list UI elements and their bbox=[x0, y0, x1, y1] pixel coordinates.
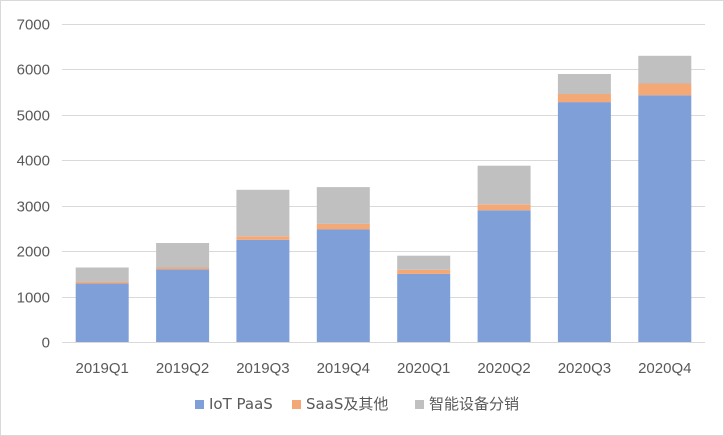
x-tick-label: 2020Q4 bbox=[638, 360, 691, 377]
bar-segment-2019Q3-series-3 bbox=[236, 189, 290, 237]
bar-segment-2020Q3-series-2 bbox=[557, 94, 611, 103]
y-tick-label: 1000 bbox=[17, 290, 50, 307]
y-tick-label: 7000 bbox=[17, 17, 50, 34]
bar-segment-2020Q2-series-2 bbox=[477, 204, 531, 211]
bar-segment-2020Q2-series-1 bbox=[477, 210, 531, 342]
x-tick-label: 2019Q1 bbox=[76, 360, 129, 377]
legend-swatch bbox=[292, 400, 301, 409]
x-tick-label: 2019Q4 bbox=[317, 360, 370, 377]
bar-segment-2019Q4-series-1 bbox=[316, 229, 370, 342]
bar-segment-2019Q1-series-1 bbox=[75, 283, 129, 342]
x-tick-label: 2019Q2 bbox=[156, 360, 209, 377]
legend-label: SaaS及其他 bbox=[306, 395, 388, 413]
bars bbox=[75, 55, 692, 342]
bar-segment-2020Q4-series-3 bbox=[638, 55, 692, 84]
y-tick-label: 4000 bbox=[17, 153, 50, 170]
legend-label: IoT PaaS bbox=[209, 395, 273, 413]
bar-segment-2019Q3-series-2 bbox=[236, 236, 290, 240]
bar-segment-2019Q2-series-1 bbox=[156, 269, 210, 342]
bar-segment-2019Q4-series-3 bbox=[316, 187, 370, 224]
x-tick-label: 2020Q1 bbox=[397, 360, 450, 377]
bar-segment-2019Q1-series-2 bbox=[75, 281, 129, 284]
bar-segment-2020Q4-series-2 bbox=[638, 83, 692, 96]
y-tick-label: 6000 bbox=[17, 62, 50, 79]
y-axis-tick-labels: 0 1000 2000 3000 4000 5000 6000 7000 bbox=[17, 17, 50, 352]
x-tick-label: 2020Q3 bbox=[558, 360, 611, 377]
bar-segment-2020Q2-series-3 bbox=[477, 165, 531, 205]
bar-segment-2019Q3-series-1 bbox=[236, 239, 290, 342]
legend-label: 智能设备分销 bbox=[429, 395, 519, 413]
bar-segment-2020Q4-series-1 bbox=[638, 95, 692, 342]
bar-segment-2019Q2-series-2 bbox=[156, 267, 210, 270]
y-tick-label: 3000 bbox=[17, 199, 50, 216]
y-tick-label: 5000 bbox=[17, 108, 50, 125]
y-tick-label: 0 bbox=[42, 335, 50, 352]
bar-segment-2020Q1-series-1 bbox=[397, 273, 451, 342]
x-tick-label: 2019Q3 bbox=[236, 360, 289, 377]
bar-segment-2019Q2-series-3 bbox=[156, 243, 210, 268]
bar-segment-2020Q3-series-1 bbox=[557, 102, 611, 342]
legend: IoT PaaS SaaS及其他 智能设备分销 bbox=[195, 395, 519, 413]
bar-segment-2019Q4-series-2 bbox=[316, 223, 370, 230]
legend-swatch bbox=[195, 400, 204, 409]
x-axis-tick-labels: 2019Q1 2019Q2 2019Q3 2019Q4 2020Q1 2020Q2 2020… bbox=[76, 360, 692, 377]
x-tick-label: 2020Q2 bbox=[477, 360, 530, 377]
bar-segment-2020Q1-series-3 bbox=[397, 255, 451, 270]
legend-swatch bbox=[415, 400, 424, 409]
y-tick-label: 2000 bbox=[17, 244, 50, 261]
bar-segment-2019Q1-series-3 bbox=[75, 267, 129, 282]
bar-segment-2020Q3-series-3 bbox=[557, 74, 611, 94]
bar-segment-2020Q1-series-2 bbox=[397, 269, 451, 274]
